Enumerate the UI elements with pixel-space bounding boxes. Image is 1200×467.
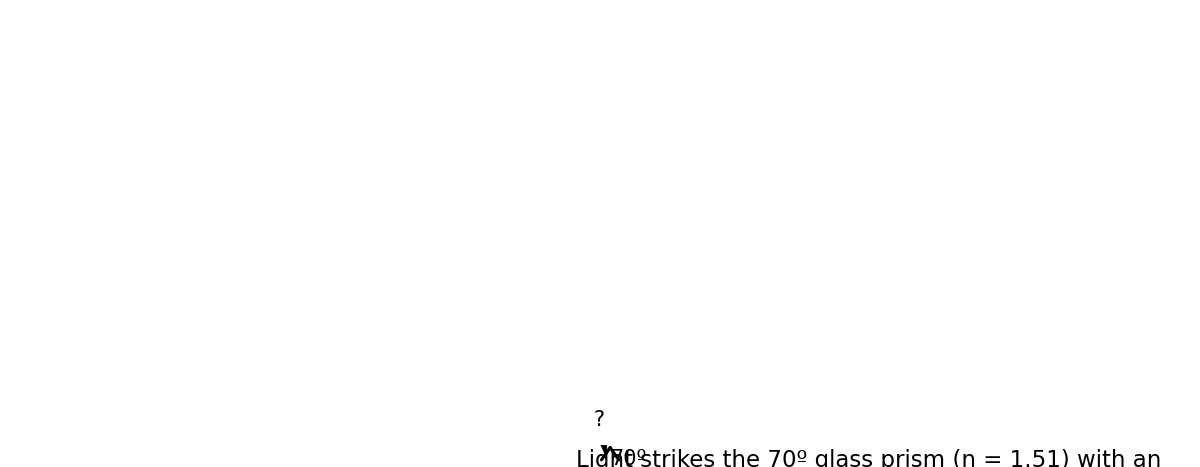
Text: Light strikes the 70º glass prism (n = 1.51) with an
angle of incidence of 50.0º: Light strikes the 70º glass prism (n = 1… [576,449,1181,467]
Text: ?: ? [594,410,605,430]
Text: 70º: 70º [611,449,647,467]
